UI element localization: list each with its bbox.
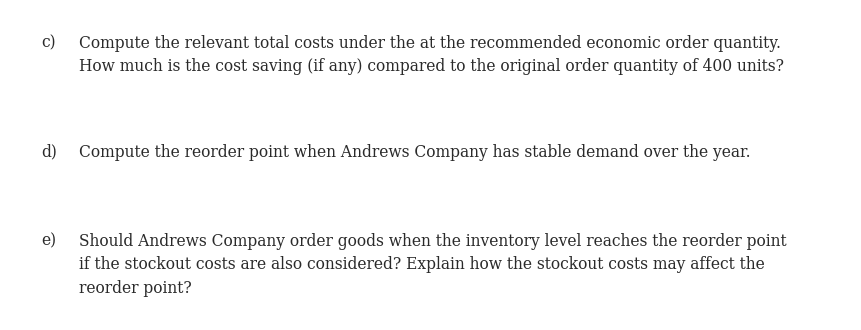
Text: d): d) — [41, 144, 57, 161]
Text: Compute the relevant total costs under the at the recommended economic order qua: Compute the relevant total costs under t… — [79, 35, 780, 52]
Text: c): c) — [41, 35, 56, 52]
Text: e): e) — [41, 233, 57, 250]
Text: if the stockout costs are also considered? Explain how the stockout costs may af: if the stockout costs are also considere… — [79, 256, 765, 274]
Text: How much is the cost saving (if any) compared to the original order quantity of : How much is the cost saving (if any) com… — [79, 58, 784, 76]
Text: reorder point?: reorder point? — [79, 280, 192, 297]
Text: Compute the reorder point when Andrews Company has stable demand over the year.: Compute the reorder point when Andrews C… — [79, 144, 750, 161]
Text: Should Andrews Company order goods when the inventory level reaches the reorder : Should Andrews Company order goods when … — [79, 233, 786, 250]
